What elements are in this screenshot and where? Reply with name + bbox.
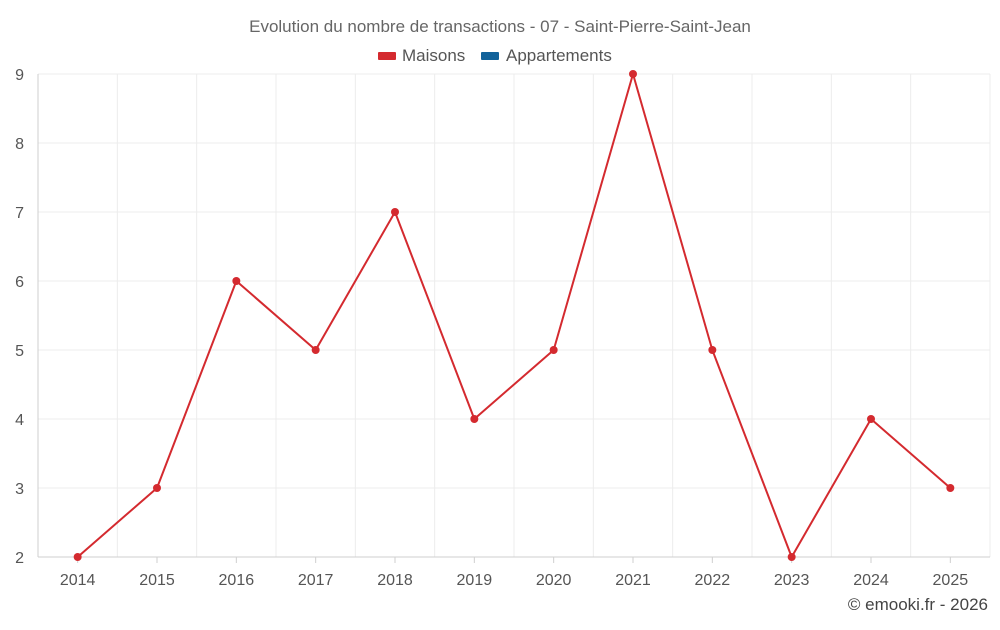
- x-tick-label: 2016: [219, 572, 255, 589]
- x-tick-label: 2019: [457, 572, 493, 589]
- x-tick-label: 2022: [695, 572, 731, 589]
- legend-label-maisons: Maisons: [402, 46, 465, 65]
- x-tick-label: 2020: [536, 572, 572, 589]
- x-tick-label: 2021: [615, 572, 651, 589]
- credit-text: © emooki.fr - 2026: [848, 595, 988, 614]
- data-point-maisons[interactable]: [311, 346, 320, 354]
- data-point-maisons[interactable]: [867, 415, 875, 423]
- legend-label-appartements: Appartements: [506, 46, 612, 65]
- x-tick-label: 2017: [298, 572, 334, 589]
- axes: 2 3 4 5 6 7 8 9 2014 2015 2016 2017 2018 2019 2020 2021…: [15, 67, 990, 589]
- series-maisons: [73, 70, 955, 561]
- data-point-maisons[interactable]: [549, 346, 558, 354]
- legend: Maisons Appartements: [378, 46, 612, 65]
- data-point-maisons[interactable]: [629, 70, 637, 78]
- y-tick-label: 7: [15, 205, 24, 222]
- legend-swatch-maisons: [378, 52, 396, 60]
- y-tick-label: 2: [15, 550, 24, 567]
- y-tick-label: 6: [15, 274, 24, 291]
- data-point-maisons[interactable]: [787, 553, 796, 561]
- legend-swatch-appartements: [481, 52, 499, 60]
- legend-item-maisons[interactable]: Maisons: [378, 46, 465, 65]
- chart-title: Evolution du nombre de transactions - 07…: [249, 17, 751, 36]
- data-point-maisons[interactable]: [470, 415, 479, 423]
- x-tick-label: 2014: [60, 572, 96, 589]
- y-tick-label: 5: [15, 343, 24, 360]
- x-tick-label: 2025: [933, 572, 969, 589]
- data-point-maisons[interactable]: [153, 484, 161, 492]
- y-tick-label: 9: [15, 67, 24, 84]
- data-point-maisons[interactable]: [391, 208, 399, 216]
- legend-item-appartements[interactable]: Appartements: [481, 46, 612, 65]
- y-tick-label: 3: [15, 481, 24, 498]
- y-tick-label: 8: [15, 136, 24, 153]
- x-tick-label: 2015: [139, 572, 175, 589]
- x-tick-label: 2018: [377, 572, 413, 589]
- data-point-maisons[interactable]: [946, 484, 955, 492]
- grid: [38, 73, 991, 557]
- y-tick-label: 4: [15, 412, 24, 429]
- data-point-maisons[interactable]: [73, 553, 82, 561]
- data-point-maisons[interactable]: [232, 277, 241, 285]
- x-tick-label: 2024: [853, 572, 889, 589]
- series-line-maisons: [77, 73, 951, 558]
- data-point-maisons[interactable]: [708, 346, 717, 354]
- x-tick-label: 2023: [774, 572, 810, 589]
